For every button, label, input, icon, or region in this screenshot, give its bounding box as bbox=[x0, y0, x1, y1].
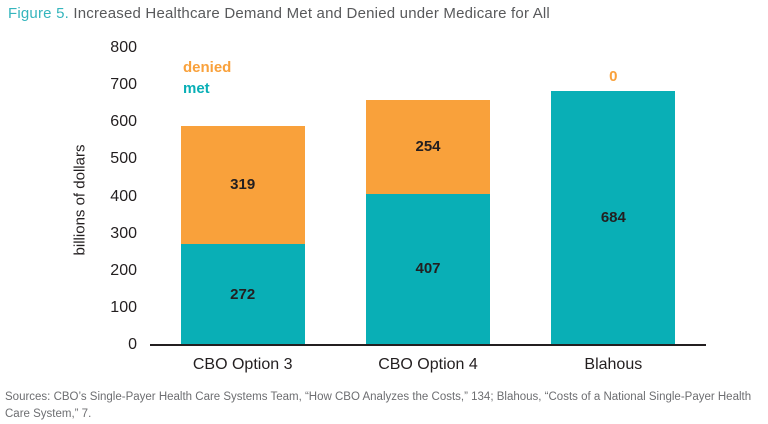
x-axis-line bbox=[150, 344, 706, 346]
bar-segment-met-3 bbox=[551, 91, 676, 345]
stacked-bar-chart: billions of dollars 0 100 200 300 400 500 600 7… bbox=[60, 0, 706, 386]
legend-item-denied: denied bbox=[183, 59, 232, 76]
legend-item-met: met bbox=[183, 80, 210, 97]
y-tick-label: 800 bbox=[110, 39, 137, 56]
y-tick-label: 300 bbox=[110, 224, 137, 242]
y-tick-label: 700 bbox=[110, 76, 137, 94]
y-tick-label: 100 bbox=[110, 298, 137, 316]
chart-legend: denied met bbox=[183, 57, 231, 99]
value-label-denied-1: 319 bbox=[230, 175, 256, 193]
value-label-met-1: 272 bbox=[230, 285, 256, 303]
bar-segment-denied-2 bbox=[366, 99, 490, 194]
value-label-denied-3: 0 bbox=[609, 68, 618, 86]
value-label-met-3: 684 bbox=[600, 209, 626, 227]
figure-title-text: Increased Healthcare Demand Met and Deni… bbox=[73, 5, 550, 22]
y-tick-label: 400 bbox=[110, 187, 137, 205]
bar-segment-denied-1 bbox=[180, 125, 305, 244]
plot-area: 272 319 407 254 684 0 bbox=[180, 68, 676, 345]
bar-segment-met-1 bbox=[180, 244, 305, 345]
x-category-label-1: CBO Option 3 bbox=[192, 356, 293, 373]
y-tick-label: 0 bbox=[128, 336, 137, 353]
figure-number: Figure 5. bbox=[8, 5, 69, 22]
figure-title: Figure 5. Increased Healthcare Demand Me… bbox=[8, 5, 550, 22]
x-category-label-3: Blahous bbox=[584, 356, 643, 373]
value-label-denied-2: 254 bbox=[415, 137, 441, 155]
value-label-met-2: 407 bbox=[415, 260, 441, 278]
sources-note: Sources: CBO’s Single-Payer Health Care … bbox=[5, 391, 752, 420]
y-tick-label: 600 bbox=[110, 113, 137, 131]
y-tick-label: 500 bbox=[110, 150, 137, 168]
y-tick-label: 200 bbox=[110, 261, 137, 279]
x-category-label-2: CBO Option 4 bbox=[378, 356, 478, 373]
y-axis-tick-labels: 0 100 200 300 400 500 600 700 800 bbox=[60, 0, 137, 386]
bar-segment-met-2 bbox=[366, 193, 490, 345]
